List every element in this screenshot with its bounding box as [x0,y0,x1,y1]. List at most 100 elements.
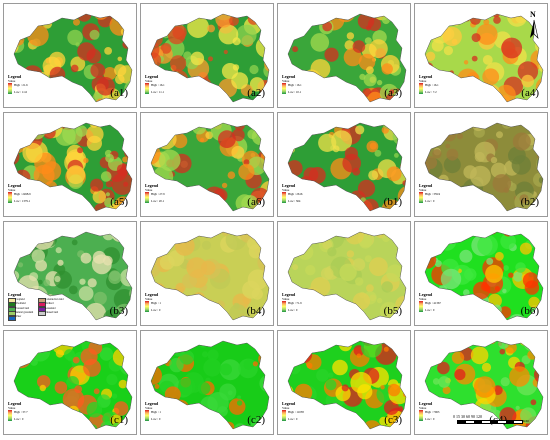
legend-high-value: High : 11038 [288,410,304,414]
map-panel-a4: Legend Value High : 16.1 Low : 7.2 (a4) N [414,3,548,108]
study-area-boundary [424,13,544,103]
north-arrow: N [527,10,541,40]
landcover-label: Natural grassland [15,311,34,314]
legend-title: Legend [419,401,433,406]
legend-low-value: Low : 0 [425,417,435,421]
study-area-boundary [424,340,544,430]
landcover-label: Water [15,315,22,319]
legend-title: Legend [282,183,296,188]
study-area-map [13,340,133,430]
legend-low-value: Low : 0 [425,199,435,203]
map-panel-a5: Legend Value High : 2498.9 Low : 1379.1 (a5) [3,112,137,217]
legend-high-value: High : 21.6 [14,83,28,87]
legend-title: Legend [8,183,22,188]
scale-bar: 0 15 30 60 90 120 KM [453,414,533,428]
legend-title: Legend [145,401,159,406]
map-legend: Legend Value High : 7063 Low : 0 [419,401,479,429]
legend-high-value: High : 37.7 [14,410,28,414]
map-legend: Legend Value High : 27.9 Low : 20.1 [145,183,205,211]
landcover-label: Woodland [15,302,26,306]
map-panel-c1: Legend Value High : 37.7 Low : 0 (c1) [3,330,137,435]
study-area-boundary [150,340,270,430]
study-area-map [287,231,407,321]
legend-low-value: Low : 0 [14,417,24,421]
legend-title: Legend [145,74,159,79]
landcover-label: Cropland [15,297,25,301]
legend-title: Legend [8,74,22,79]
legend-title: Legend [419,292,433,297]
map-panel-b3: Legend Cropland Woodland Forested land Natur… [3,221,137,326]
legend-title: Legend [419,183,433,188]
legend-high-value: High : 27.9 [151,192,165,196]
map-panel-c2: Legend Value High : 1 Low : 0 (c2) [140,330,274,435]
study-area-boundary [150,231,270,321]
panel-label: (b1) [383,196,402,208]
study-area-boundary [287,231,407,321]
legend-color-ramp [145,83,149,94]
legend-high-value: High : 359.9 [425,192,441,196]
map-panel-a1: Legend Value High : 21.6 Low : 11.6 (a1) [3,3,137,108]
legend-value-caption: Value [419,297,427,301]
legend-color-ramp [145,410,149,421]
legend-low-value: Low : 11.1 [151,90,164,94]
legend-title: Legend [145,292,159,297]
study-area-map [150,122,270,212]
study-area-boundary [287,13,407,103]
study-area-boundary [150,13,270,103]
study-area-map [424,340,544,430]
legend-title: Legend [282,74,296,79]
legend-color-ramp [282,410,286,421]
legend-low-value: Low : 10.1 [288,90,302,94]
legend-value-caption: Value [145,79,153,83]
study-area-boundary [13,231,133,321]
legend-value-caption: Value [145,188,153,192]
panel-label: (b5) [383,305,402,317]
panel-label: (a4) [521,87,539,99]
panel-label: (a3) [384,87,402,99]
legend-title: Legend [282,401,296,406]
legend-high-value: High : 16.1 [425,83,439,87]
legend-low-value: Low : 0 [288,308,298,312]
legend-value-caption: Value [8,406,16,410]
map-panel-b1: Legend Value High : 2616 Low : 364 (b1) [277,112,411,217]
legend-title: Legend [8,401,22,406]
legend-value-caption: Value [282,188,290,192]
legend-high-value: High : 71.9 [288,301,302,305]
map-legend: Legend Value High : 2498.9 Low : 1379.1 [8,183,68,211]
legend-value-caption: Value [8,188,16,192]
map-legend: Legend Value High : 37.7 Low : 0 [8,401,68,429]
legend-low-value: Low : 0 [151,308,161,312]
panel-label: (b3) [109,305,128,317]
legend-value-caption: Value [282,79,290,83]
scale-bar-unit: KM [523,419,529,423]
study-area-boundary [424,122,544,212]
legend-color-ramp [419,192,423,203]
legend-low-value: Low : 7.2 [425,90,437,94]
panel-label: (b4) [246,305,265,317]
legend-low-value: Low : 0 [151,417,161,421]
legend-title: Legend [419,74,433,79]
legend-color-ramp [8,410,12,421]
landcover-label: Forested land [15,306,30,310]
study-area-map [150,340,270,430]
legend-color-ramp [282,83,286,94]
study-area-map [424,231,544,321]
study-area-boundary [13,340,133,430]
legend-color-ramp [145,192,149,203]
landcover-legend: Legend Cropland Woodland Forested land Natur… [8,292,118,322]
map-panel-b2: Legend Value High : 359.9 Low : 0 (b2) [414,112,548,217]
panel-label: (b2) [520,196,539,208]
north-label: N [530,10,536,19]
map-panel-c3: Legend Value High : 11038 Low : 0 (c3) [277,330,411,435]
study-area-map [287,340,407,430]
map-panel-a6: Legend Value High : 27.9 Low : 20.1 (a6) [140,112,274,217]
legend-value-caption: Value [419,406,427,410]
study-area-map [13,13,133,103]
panel-label: (c3) [384,414,402,426]
panel-label: (c1) [110,414,128,426]
map-legend: Legend Value High : 11038 Low : 0 [282,401,342,429]
legend-high-value: High : 41367 [425,301,441,305]
legend-title: Legend [282,292,296,297]
